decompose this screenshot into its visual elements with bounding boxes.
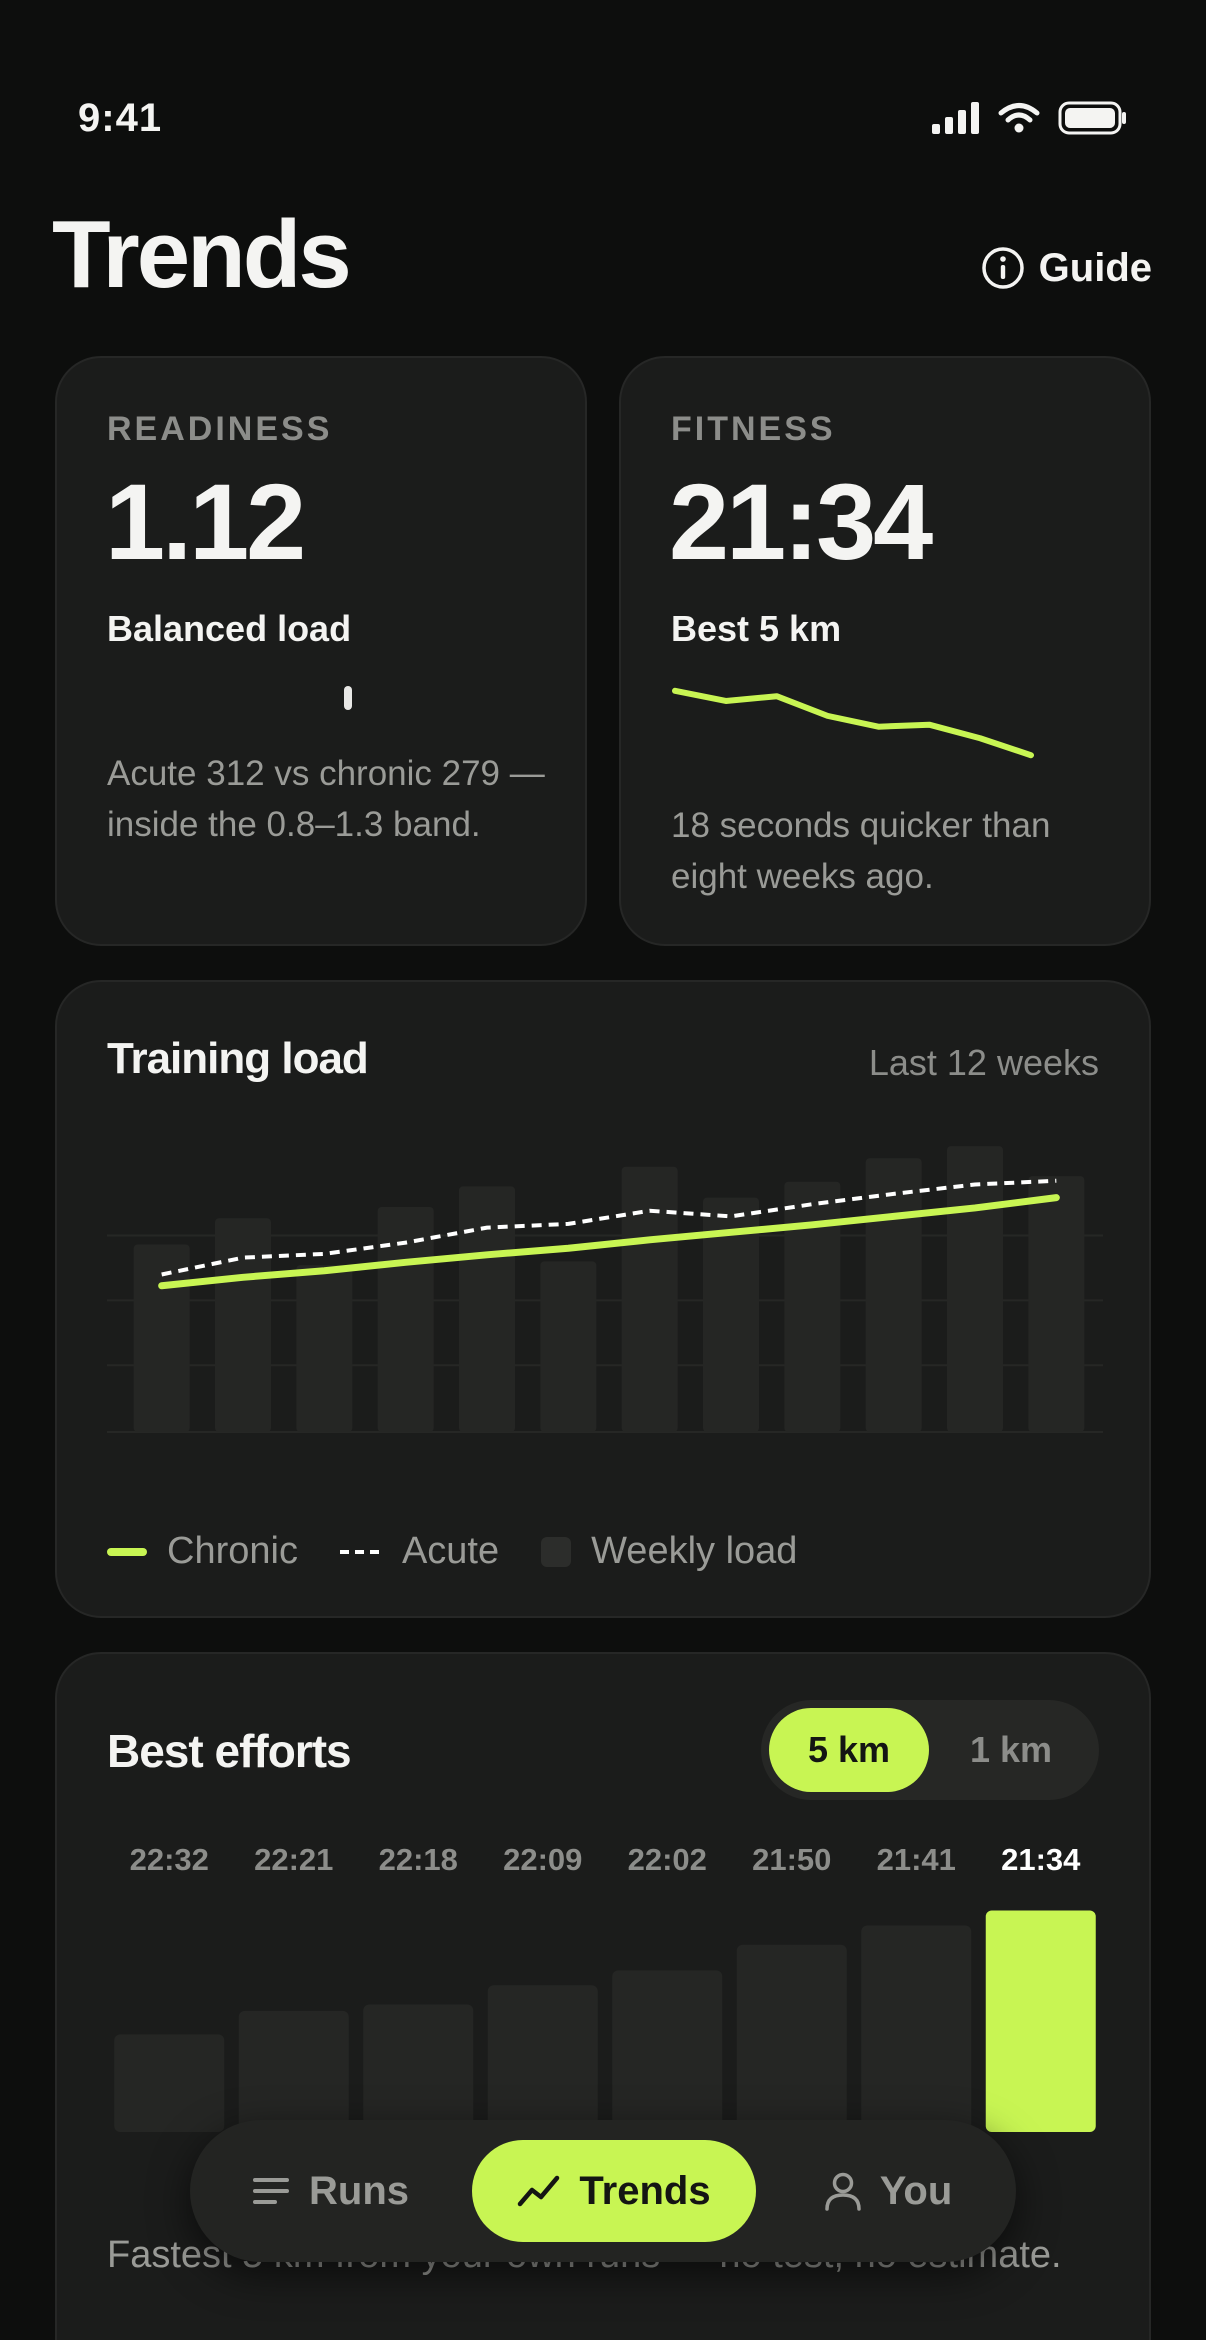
training-load-title: Training load [107,1034,369,1083]
legend-weekly: Weekly load [541,1530,797,1573]
effort-bar [985,1910,1096,2132]
effort-time-label: 22:18 [379,1842,458,1877]
legend-acute: Acute [339,1530,500,1573]
cellular-signal-icon [932,102,979,134]
training-load-range[interactable]: Last 12 weeks [868,1042,1099,1083]
list-icon [253,2178,289,2204]
weekly-load-bar [703,1197,759,1432]
effort-bar [612,1970,723,2132]
wifi-icon [998,103,1040,133]
effort-bar [363,2004,474,2132]
toggle-1km[interactable]: 1 km [969,1729,1053,1770]
effort-bar [736,1944,847,2132]
best-efforts-chart: 22:32 22:21 22:18 22:09 22:02 21:50 21:41 21:34 [114,1842,1096,2132]
tab-runs[interactable]: Runs [230,2140,430,2242]
weekly-load-bar [621,1166,678,1432]
tab-trends-label: Trends [579,2168,711,2213]
effort-bar [861,1925,972,2132]
fitness-status: Best 5 km [671,608,842,649]
toggle-5km[interactable]: 5 km [769,1708,929,1792]
readiness-description: Acute 312 vs chronic 279 — inside the 0.… [107,754,545,844]
readiness-status: Balanced load [107,608,352,649]
weekly-load-bar [215,1218,271,1432]
fitness-card[interactable]: FITNESS 21:34 Best 5 km 18 seconds quick… [619,356,1151,946]
acute-swatch [339,1549,380,1554]
tab-trends[interactable]: Trends [472,2140,756,2242]
acute-line [161,1178,1057,1277]
effort-time-label: 21:34 [1001,1842,1081,1877]
readiness-eyebrow: READINESS [107,410,333,448]
legend-weekly-label: Weekly load [591,1530,798,1572]
effort-time-label: 22:09 [503,1842,582,1877]
fitness-trend-line [672,687,1034,759]
chronic-swatch [107,1547,147,1556]
effort-time-label: 21:41 [877,1842,956,1877]
weekly-load-swatch [541,1536,572,1567]
tab-you[interactable]: You [788,2140,988,2242]
legend-acute-label: Acute [401,1530,500,1572]
readiness-card[interactable]: READINESS 1.12 Balanced load Acute 312 v… [55,356,587,946]
battery-icon [1058,101,1126,135]
fitness-eyebrow: FITNESS [671,410,836,448]
guide-label: Guide [1038,245,1152,290]
distance-toggle: 5 km 1 km [761,1700,1099,1800]
weekly-load-bar [1028,1176,1085,1432]
tab-bar: Runs Trends You [190,2120,1016,2262]
status-bar: 9:41 [0,0,1206,240]
legend-chronic: Chronic [107,1530,298,1573]
page-title: Trends [52,201,352,308]
training-load-legend: Chronic Acute Weekly load [107,1530,839,1573]
effort-bar [238,2010,349,2132]
training-load-chart [107,1146,1103,1433]
effort-bar [114,2034,225,2132]
weekly-load-bar [784,1181,841,1432]
legend-chronic-label: Chronic [167,1530,298,1572]
trend-line-icon [518,2175,560,2207]
best-efforts-title: Best efforts [107,1725,352,1777]
effort-time-label: 22:32 [130,1842,209,1877]
fitness-sparkline [672,687,1034,759]
weekly-load-bar [865,1158,922,1432]
effort-time-label: 22:21 [254,1842,333,1877]
fitness-description: 18 seconds quicker than eight weeks ago. [671,806,1051,896]
effort-time-label: 22:02 [628,1842,707,1877]
tab-runs-label: Runs [309,2168,409,2213]
effort-bar [487,1985,598,2132]
person-icon [824,2172,861,2211]
info-icon [981,247,1024,289]
weekly-load-bar [947,1146,1003,1432]
chronic-line [158,1194,1060,1290]
tab-you-label: You [879,2168,953,2213]
weekly-load-bar [540,1261,597,1432]
weekly-load-bar [459,1186,515,1432]
effort-time-label: 21:50 [752,1842,831,1877]
weekly-load-bar [296,1265,353,1432]
status-time: 9:41 [78,96,163,140]
readiness-value: 1.12 [105,461,306,582]
weekly-load-bar [133,1244,190,1432]
guide-button[interactable]: Guide [981,240,1152,296]
training-load-card: Training load Last 12 weeks Chronic Acut… [55,980,1151,1618]
fitness-value: 21:34 [669,461,933,582]
readiness-band-marker [344,686,352,710]
status-icons [932,100,1128,136]
